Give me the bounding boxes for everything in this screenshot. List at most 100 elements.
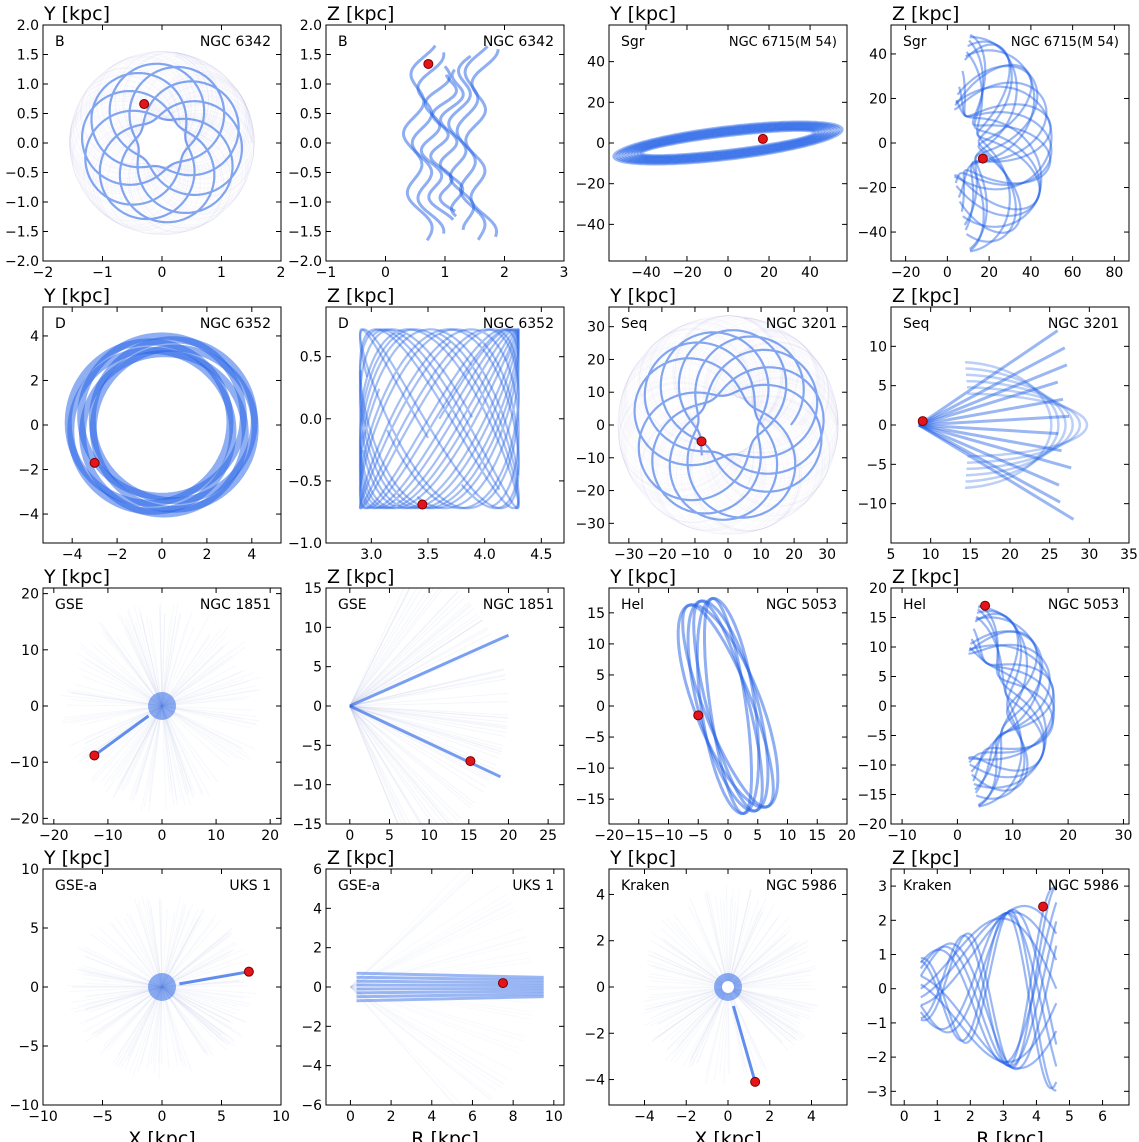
- y-tick-label: 2: [313, 941, 322, 957]
- orbit-trace: [161, 649, 232, 707]
- orbit-trace: [349, 705, 450, 824]
- orbit-trace: [619, 331, 839, 503]
- orbit-trace: [77, 55, 255, 235]
- orbit-trace: [621, 323, 839, 514]
- orbit-trace: [161, 908, 205, 988]
- orbit-trace: [161, 613, 211, 707]
- y-tick-label: −10: [292, 778, 322, 794]
- orbit-trace: [349, 705, 475, 804]
- y-tick-label: −1: [866, 1016, 887, 1032]
- orbit-trace: [350, 986, 521, 1054]
- orbit-trace: [99, 621, 163, 707]
- current-position-marker: [243, 966, 254, 977]
- orbit-trace: [920, 975, 1058, 1070]
- y-tick-label: 0: [596, 136, 605, 152]
- orbit-trace: [80, 646, 163, 707]
- y-tick-label: 5: [313, 660, 322, 676]
- orbit-trace: [132, 625, 163, 707]
- orbit-trace: [727, 951, 808, 988]
- orbit-trace: [349, 705, 399, 824]
- orbit-trace: [70, 692, 163, 707]
- y-tick-label: 10: [21, 643, 39, 659]
- orbit-trace: [161, 655, 232, 707]
- orbit-trace: [161, 908, 199, 988]
- orbit-trace: [349, 705, 411, 824]
- orbit-trace: [349, 615, 481, 707]
- orbit-trace: [350, 869, 477, 988]
- orbit-trace: [161, 908, 204, 988]
- y-tick-label: 20: [587, 95, 605, 111]
- y-axis-label: Y [kpc]: [609, 285, 676, 307]
- orbit-trace: [349, 674, 506, 707]
- orbit-trace: [127, 609, 163, 707]
- orbit-trace: [115, 634, 163, 707]
- orbit-trace: [727, 986, 794, 1042]
- orbit-trace: [970, 616, 1042, 773]
- cluster-label: NGC 6715(M 54): [729, 35, 837, 50]
- y-tick-label: 0: [30, 418, 39, 434]
- orbit-trace: [72, 705, 163, 759]
- orbit-trace: [66, 985, 163, 988]
- orbit-trace: [723, 899, 729, 988]
- orbit-trace: [725, 885, 729, 988]
- orbit-trace: [161, 705, 257, 725]
- orbit-trace: [954, 86, 1053, 186]
- panel-14: 0 2 4 6 8 10 −6 −4 −2 0 2 4 6 Z [kpc] R [kpc] GSE-a UKS …: [301, 847, 565, 1142]
- orbit-trace: [727, 897, 732, 988]
- orbit-trace: [70, 699, 163, 707]
- orbit-trace: [161, 705, 260, 722]
- orbit-trace: [918, 414, 1070, 427]
- y-tick-label: −4: [18, 507, 39, 523]
- y-tick-label: 10: [587, 637, 605, 653]
- orbit-trace: [667, 986, 729, 1050]
- orbit-trace: [83, 705, 163, 739]
- orbit-trace: [69, 52, 251, 226]
- y-tick-label: 40: [869, 47, 887, 63]
- orbit-trace: [651, 986, 729, 1043]
- y-tick-label: −10: [9, 1098, 39, 1114]
- orbit-trace: [349, 705, 473, 806]
- orbit-trace: [727, 889, 752, 988]
- orbit-trace: [350, 940, 528, 988]
- y-tick-label: 0: [878, 418, 887, 434]
- y-axis-label: Y [kpc]: [43, 285, 110, 307]
- orbit-trace: [350, 986, 527, 1038]
- orbit-trace: [91, 986, 163, 1036]
- orbit-trace: [727, 986, 815, 1010]
- orbit-trace: [349, 705, 507, 730]
- orbit-trace: [69, 52, 252, 225]
- current-position-marker: [750, 1076, 761, 1087]
- y-tick-label: 1.0: [300, 77, 322, 93]
- x-tick-label: 3.5: [417, 547, 439, 563]
- y-axis-label: Z [kpc]: [327, 566, 394, 588]
- orbit-trace: [73, 59, 255, 235]
- orbit-trace: [161, 705, 167, 810]
- orbit-trace: [161, 705, 204, 794]
- orbit-trace: [688, 905, 729, 988]
- orbit-plot-area: [676, 597, 780, 815]
- x-tick-label: 4: [247, 547, 256, 563]
- group-label: B: [338, 34, 348, 50]
- orbit-trace: [727, 965, 817, 988]
- current-position-marker: [917, 416, 928, 427]
- orbit-trace: [78, 966, 163, 988]
- orbit-trace: [350, 986, 504, 1085]
- orbit-trace: [349, 705, 451, 824]
- orbit-trace: [349, 705, 508, 728]
- y-tick-label: 1: [878, 948, 887, 964]
- x-tick-label: −2: [107, 547, 128, 563]
- y-tick-label: −1.0: [288, 536, 322, 552]
- orbit-trace: [727, 986, 814, 1012]
- orbit-trace: [727, 986, 810, 1010]
- orbit-trace: [124, 986, 163, 1070]
- orbit-trace: [349, 705, 502, 755]
- orbit-trace: [617, 332, 837, 501]
- orbit-trace: [66, 704, 163, 707]
- orbit-trace: [727, 941, 809, 988]
- cluster-label: NGC 6342: [483, 34, 554, 50]
- orbit-trace: [110, 705, 163, 781]
- orbit-trace: [920, 917, 1058, 990]
- x-tick-label: 0: [900, 1109, 909, 1125]
